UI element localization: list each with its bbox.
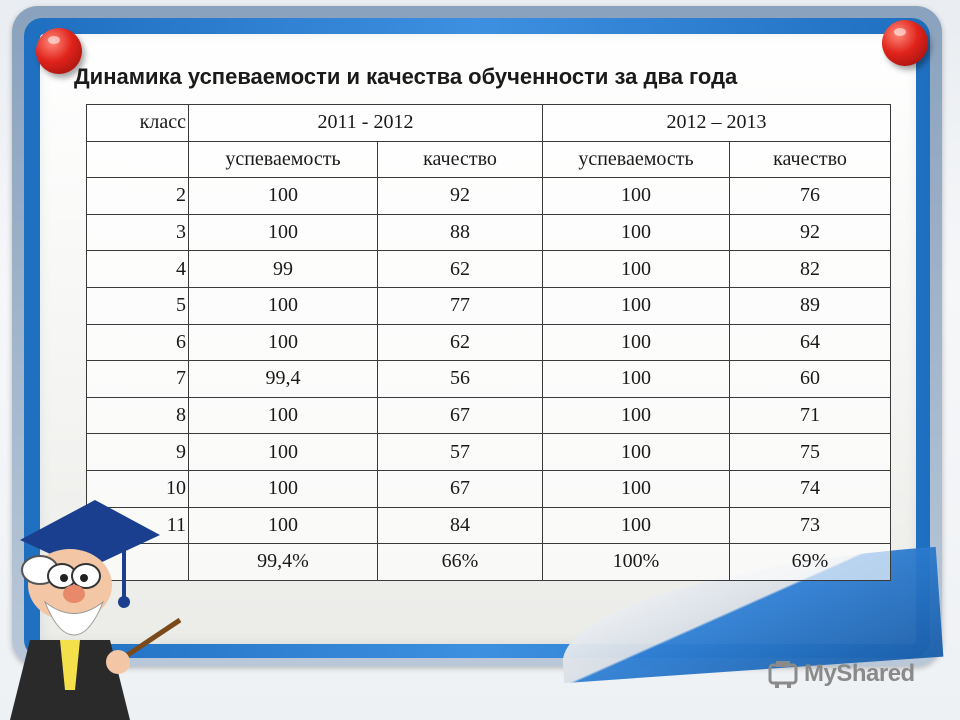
value-cell: 76 [729,177,891,215]
value-cell: 100 [188,469,378,508]
class-number-cell: 4 [86,250,189,288]
table-row: 4 99 62 100 82 [86,250,891,288]
header-year-2011-2012: 2011 - 2012 [188,104,543,142]
value-cell: 100 [542,250,730,288]
class-number-cell: 5 [86,286,189,325]
header-class: класс [86,104,189,142]
pushpin-icon [36,28,82,74]
slide-title: Динамика успеваемости и качества обученн… [74,64,738,89]
table-header-row: класс 2011 - 2012 2012 – 2013 [86,104,891,142]
value-cell: 100 [542,360,730,398]
value-cell: 100 [542,177,730,215]
table-row: 99,4% 66% 100% 69% [86,543,891,581]
value-cell: 100 [542,396,730,435]
value-cell: 67 [377,396,543,435]
value-cell: 92 [377,177,543,215]
value-cell: 99,4 [188,360,378,398]
value-cell: 69% [729,543,891,581]
value-cell: 100 [542,433,730,471]
value-cell: 100 [188,213,378,252]
value-cell: 84 [377,506,543,545]
value-cell: 56 [377,360,543,398]
value-cell: 64 [729,323,891,362]
value-cell: 57 [377,433,543,471]
value-cell: 100 [542,506,730,545]
value-cell: 100 [188,323,378,362]
class-number-cell: 7 [86,360,189,398]
value-cell: 71 [729,396,891,435]
value-cell: 89 [729,286,891,325]
value-cell: 77 [377,286,543,325]
value-cell: 100 [188,286,378,325]
subheader-empty [86,140,189,179]
value-cell: 62 [377,250,543,288]
class-number-cell: 6 [86,323,189,362]
class-number-cell: 3 [86,213,189,252]
results-table: класс 2011 - 2012 2012 – 2013 успеваемос… [86,104,891,581]
class-number-cell: 2 [86,177,189,215]
myshared-logo: MyShared [768,656,938,692]
value-cell: 99 [188,250,378,288]
table-row: 7 99,4 56 100 60 [86,360,891,398]
logo-text: MyShared [804,660,915,687]
value-cell: 82 [729,250,891,288]
class-number-cell: 8 [86,396,189,435]
value-cell: 100 [542,469,730,508]
table-row: 5 100 77 100 89 [86,286,891,325]
table-row: 3 100 88 100 92 [86,213,891,252]
value-cell: 88 [377,213,543,252]
value-cell: 100% [542,543,730,581]
subheader-cell: качество [729,140,891,179]
value-cell: 100 [188,177,378,215]
table-row: 8 100 67 100 71 [86,396,891,435]
value-cell: 75 [729,433,891,471]
value-cell: 73 [729,506,891,545]
table-subheader-row: успеваемость качество успеваемость качес… [86,140,891,179]
value-cell: 100 [542,213,730,252]
value-cell: 99,4% [188,543,378,581]
value-cell: 74 [729,469,891,508]
table-row: 11 100 84 100 73 [86,506,891,545]
value-cell: 67 [377,469,543,508]
table-row: 10 100 67 100 74 [86,469,891,508]
table-row: 9 100 57 100 75 [86,433,891,471]
myshared-logo-icon [768,661,798,688]
table-row: 6 100 62 100 64 [86,323,891,362]
table-row: 2 100 92 100 76 [86,177,891,215]
value-cell: 100 [188,396,378,435]
value-cell: 100 [542,286,730,325]
subheader-cell: успеваемость [188,140,378,179]
header-year-2012-2013: 2012 – 2013 [542,104,891,142]
value-cell: 62 [377,323,543,362]
value-cell: 100 [542,323,730,362]
class-number-cell: 9 [86,433,189,471]
value-cell: 92 [729,213,891,252]
pushpin-icon [882,20,928,66]
value-cell: 60 [729,360,891,398]
subheader-cell: качество [377,140,543,179]
value-cell: 100 [188,433,378,471]
value-cell: 100 [188,506,378,545]
value-cell: 66% [377,543,543,581]
subheader-cell: успеваемость [542,140,730,179]
professor-mascot [10,500,182,720]
